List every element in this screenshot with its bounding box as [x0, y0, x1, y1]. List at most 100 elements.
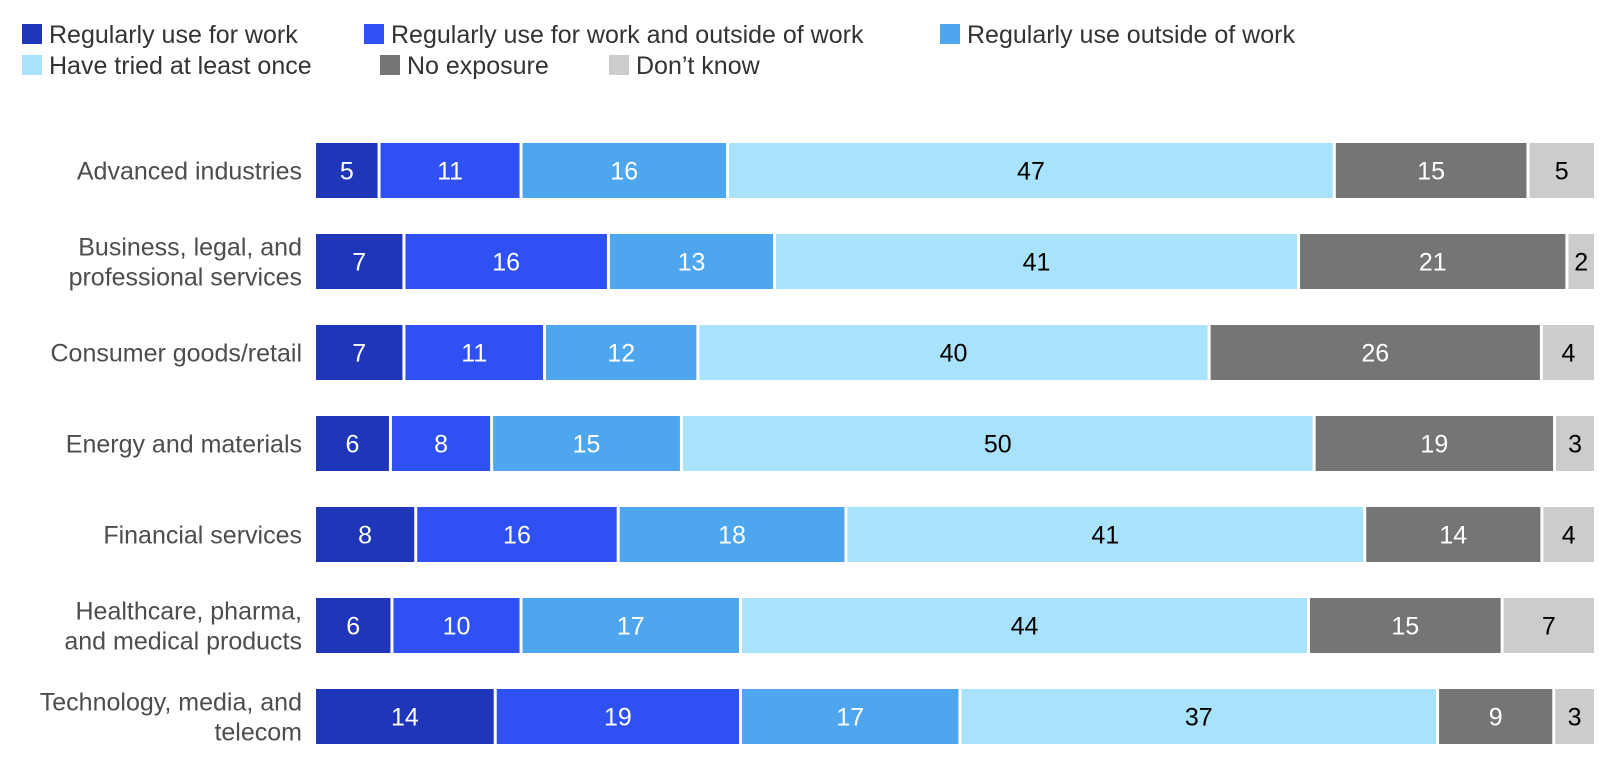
bar-value-label: 16 — [492, 249, 520, 277]
bar-segment — [1542, 325, 1594, 380]
bar-value-label: 8 — [358, 522, 372, 550]
bar-value-label: 4 — [1561, 340, 1575, 368]
category-label-line: Healthcare, pharma, — [75, 598, 302, 626]
bar-segment — [316, 234, 403, 289]
bar-segment — [847, 507, 1364, 562]
bar-value-label: 6 — [346, 613, 360, 641]
bar-value-label: 15 — [1391, 613, 1419, 641]
bar-value-label: 11 — [461, 340, 487, 368]
bar-value-label: 37 — [1185, 704, 1213, 732]
bar-segment — [496, 689, 739, 744]
category-label: Healthcare, pharma, and medical products — [64, 598, 302, 656]
bar-value-label: 15 — [1417, 158, 1445, 186]
bar-segment — [609, 234, 774, 289]
bars: 5 11 16 47 15 57 16 13 41 21 27 11 12 40 26 46 8 15 50 19 38… — [316, 143, 1594, 744]
category-label-line: Energy and materials — [66, 431, 302, 459]
bar-segment — [1300, 234, 1566, 289]
bar-value-label: 40 — [940, 340, 968, 368]
bar-segment — [391, 416, 491, 471]
bar-value-label: 16 — [610, 158, 638, 186]
bar-value-label: 4 — [1562, 522, 1576, 550]
bar-segment — [316, 143, 378, 198]
bar-segment — [493, 416, 680, 471]
bar-value-label: 3 — [1568, 431, 1582, 459]
legend-swatch — [380, 55, 400, 75]
category-label: Technology, media, and telecom — [40, 689, 302, 747]
legend-item: No exposure — [380, 52, 549, 80]
legend: Regularly use for work Regularly use for … — [22, 21, 1295, 80]
bar-value-label: 10 — [443, 613, 471, 641]
legend-item: Don’t know — [609, 52, 761, 80]
bar-value-label: 9 — [1489, 704, 1503, 732]
bar-row: 7 11 12 40 26 4 — [316, 325, 1594, 380]
legend-swatch — [22, 55, 42, 75]
bar-segment — [1556, 416, 1594, 471]
bar-value-label: 2 — [1574, 249, 1588, 277]
bar-value-label: 18 — [718, 522, 746, 550]
bar-segment — [380, 143, 520, 198]
legend-label: Have tried at least once — [49, 52, 312, 80]
legend-label: Don’t know — [636, 52, 761, 80]
bar-value-label: 26 — [1361, 340, 1389, 368]
bar-segment — [1503, 598, 1594, 653]
legend-label: Regularly use for work and outside of wo… — [391, 21, 864, 49]
bar-value-label: 6 — [346, 431, 360, 459]
bar-segment — [522, 598, 739, 653]
legend-item: Regularly use for work — [22, 21, 298, 49]
bar-segment — [405, 325, 544, 380]
category-label: Consumer goods/retail — [50, 340, 302, 368]
bar-segment — [1210, 325, 1540, 380]
bar-segment — [1366, 507, 1541, 562]
legend-label: No exposure — [407, 52, 549, 80]
bar-value-label: 14 — [1439, 522, 1467, 550]
bar-segment — [1315, 416, 1554, 471]
bar-value-label: 50 — [984, 431, 1012, 459]
bar-value-label: 7 — [1542, 613, 1556, 641]
bar-value-label: 5 — [1555, 158, 1569, 186]
bar-value-label: 44 — [1011, 613, 1039, 641]
bar-value-label: 21 — [1419, 249, 1447, 277]
bar-segment — [699, 325, 1208, 380]
legend-swatch — [364, 24, 384, 44]
bar-segment — [1555, 689, 1594, 744]
bar-segment — [776, 234, 1298, 289]
bar-segment — [729, 143, 1333, 198]
bar-segment — [393, 598, 520, 653]
bar-value-label: 14 — [391, 704, 419, 732]
bar-value-label: 15 — [573, 431, 601, 459]
bar-value-label: 47 — [1017, 158, 1045, 186]
bar-segment — [742, 598, 1307, 653]
bar-value-label: 19 — [1420, 431, 1448, 459]
bar-segment — [316, 598, 391, 653]
category-labels: Advanced industries Business, legal, and p… — [40, 158, 302, 747]
bar-row: 6 10 17 44 15 7 — [316, 598, 1594, 653]
bar-value-label: 3 — [1568, 704, 1582, 732]
bar-segment — [405, 234, 607, 289]
bar-value-label: 17 — [836, 704, 864, 732]
bar-value-label: 7 — [352, 249, 366, 277]
legend-item: Have tried at least once — [22, 52, 312, 80]
bar-segment — [1335, 143, 1527, 198]
bar-segment — [316, 689, 494, 744]
bar-segment — [316, 507, 415, 562]
bar-value-label: 12 — [607, 340, 635, 368]
bar-segment — [742, 689, 959, 744]
category-label: Business, legal, and professional service… — [69, 234, 302, 292]
bar-segment — [316, 325, 403, 380]
category-label-line: Financial services — [103, 522, 302, 550]
bar-value-label: 17 — [617, 613, 645, 641]
bar-row: 6 8 15 50 19 3 — [316, 416, 1594, 471]
bar-segment — [546, 325, 697, 380]
bar-segment — [682, 416, 1313, 471]
category-label-line: telecom — [214, 719, 302, 747]
category-label-line: Business, legal, and — [78, 234, 302, 262]
bar-value-label: 16 — [503, 522, 531, 550]
category-label-line: professional services — [69, 264, 302, 292]
bar-segment — [417, 507, 617, 562]
bar-row: 8 16 18 41 14 4 — [316, 507, 1594, 562]
bar-row: 7 16 13 41 21 2 — [316, 234, 1594, 289]
bar-value-label: 7 — [352, 340, 366, 368]
bar-segment — [619, 507, 845, 562]
category-label-line: Consumer goods/retail — [50, 340, 302, 368]
